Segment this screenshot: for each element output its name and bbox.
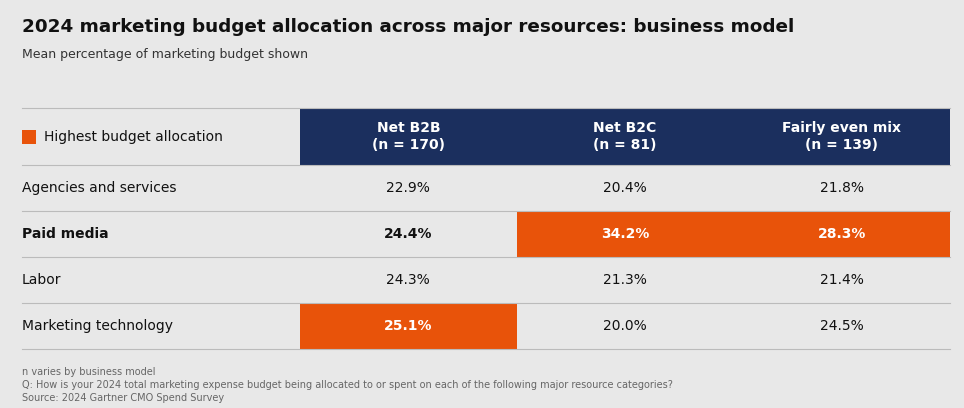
Text: Net B2B
(n = 170): Net B2B (n = 170) xyxy=(372,121,444,152)
Text: Source: 2024 Gartner CMO Spend Survey: Source: 2024 Gartner CMO Spend Survey xyxy=(22,393,224,403)
FancyBboxPatch shape xyxy=(300,303,517,349)
Text: 21.4%: 21.4% xyxy=(819,273,864,287)
Text: 25.1%: 25.1% xyxy=(384,319,433,333)
Text: Labor: Labor xyxy=(22,273,62,287)
Text: 22.9%: 22.9% xyxy=(387,181,430,195)
Text: Agencies and services: Agencies and services xyxy=(22,181,176,195)
Text: 21.8%: 21.8% xyxy=(819,181,864,195)
Text: 2024 marketing budget allocation across major resources: business model: 2024 marketing budget allocation across … xyxy=(22,18,794,36)
Text: Q: How is your 2024 total marketing expense budget being allocated to or spent o: Q: How is your 2024 total marketing expe… xyxy=(22,380,673,390)
FancyBboxPatch shape xyxy=(22,129,36,144)
Text: Highest budget allocation: Highest budget allocation xyxy=(44,129,223,144)
FancyBboxPatch shape xyxy=(300,108,950,165)
Text: 24.4%: 24.4% xyxy=(384,227,433,241)
Text: Marketing technology: Marketing technology xyxy=(22,319,173,333)
Text: 21.3%: 21.3% xyxy=(603,273,647,287)
Text: Net B2C
(n = 81): Net B2C (n = 81) xyxy=(593,121,656,152)
FancyBboxPatch shape xyxy=(300,165,950,211)
FancyBboxPatch shape xyxy=(517,211,734,257)
Text: 20.4%: 20.4% xyxy=(603,181,647,195)
FancyBboxPatch shape xyxy=(734,211,950,257)
FancyBboxPatch shape xyxy=(300,257,950,303)
Text: Fairly even mix
(n = 139): Fairly even mix (n = 139) xyxy=(782,121,901,152)
Text: 28.3%: 28.3% xyxy=(817,227,866,241)
Text: 20.0%: 20.0% xyxy=(603,319,647,333)
Text: Paid media: Paid media xyxy=(22,227,109,241)
Text: 34.2%: 34.2% xyxy=(601,227,649,241)
Text: 24.3%: 24.3% xyxy=(387,273,430,287)
FancyBboxPatch shape xyxy=(300,303,950,349)
Text: n varies by business model: n varies by business model xyxy=(22,367,155,377)
Text: 24.5%: 24.5% xyxy=(819,319,864,333)
FancyBboxPatch shape xyxy=(300,211,950,257)
Text: Mean percentage of marketing budget shown: Mean percentage of marketing budget show… xyxy=(22,48,308,61)
